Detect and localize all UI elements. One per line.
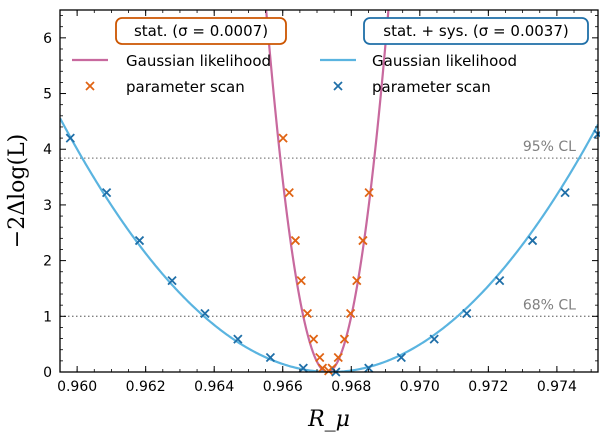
scan-point-0-0: [278, 133, 288, 143]
legend-entry-line-1: Gaussian likelihood: [372, 52, 517, 70]
x-tick-label-1: 0.962: [126, 379, 166, 395]
y-tick-label-4: 4: [43, 142, 52, 158]
scan-point-0-10: [333, 352, 343, 363]
y-tick-label-5: 5: [43, 87, 52, 103]
legend-entry-line-0: Gaussian likelihood: [126, 52, 271, 70]
scan-point-1-7: [298, 363, 308, 373]
y-axis-label: −2Δlog(L): [5, 134, 30, 248]
scan-point-1-15: [560, 188, 570, 198]
legend-title-box-0: [115, 17, 287, 45]
scan-point-1-10: [396, 352, 406, 363]
axes: 0.960 0.962 0.964 0.966 0.968 0.970 0.972 0.974…: [43, 9, 599, 395]
y-tick-label-3: 3: [43, 198, 52, 214]
scan-point-0-5: [308, 334, 319, 344]
curve-1: [60, 117, 598, 372]
y-tick-label-2: 2: [43, 254, 52, 270]
legend-0: stat. (σ = 0.0007) Gaussian likelihood par…: [72, 17, 287, 96]
x-tick-label-0: 0.960: [57, 379, 97, 395]
legends: stat. (σ = 0.0007) Gaussian likelihood par…: [72, 17, 589, 96]
legend-title-1: stat. + sys. (σ = 0.0037): [383, 22, 569, 40]
scan-point-0-7: [317, 363, 328, 373]
scan-point-0-15: [364, 188, 374, 198]
y-tick-label-6: 6: [43, 31, 52, 47]
x-tick-label-6: 0.972: [468, 379, 508, 395]
scan-point-0-14: [358, 235, 368, 246]
scan-point-1-14: [527, 235, 538, 246]
legend-1: stat. + sys. (σ = 0.0037) Gaussian likeli…: [320, 17, 589, 96]
scan-point-0-4: [302, 308, 313, 319]
y-tick-label-1: 1: [43, 309, 52, 325]
scan-point-0-11: [339, 334, 350, 344]
scan-point-1-12: [462, 308, 472, 319]
scan-point-1-2: [134, 235, 145, 246]
scan-point-1-11: [429, 334, 439, 344]
scan-point-1-1: [101, 188, 112, 198]
scan-point-0-6: [315, 352, 325, 363]
scan-point-1-13: [495, 276, 505, 286]
scan-point-1-4: [200, 308, 210, 319]
x-tick-label-7: 0.974: [537, 379, 577, 395]
scan-point-1-5: [233, 334, 243, 344]
x-axis-label: R_μ: [307, 407, 350, 432]
x-tick-label-5: 0.970: [400, 379, 440, 395]
scan-point-1-9: [364, 363, 374, 373]
scan-point-1-0: [65, 133, 75, 143]
scan-point-0-3: [296, 276, 306, 286]
legend-entry-scan-1: parameter scan: [372, 78, 491, 96]
scan-point-1-6: [265, 352, 276, 363]
cl-label-1: 68% CL: [523, 297, 576, 313]
scan-point-0-13: [352, 276, 362, 286]
scan-point-0-12: [345, 308, 356, 319]
x-tick-label-3: 0.966: [263, 379, 303, 395]
plot-frame: [59, 9, 599, 373]
scan-point-0-1: [284, 188, 294, 198]
scan-point-1-16: [593, 129, 600, 139]
reference-lines: 95% CL 68% CL: [60, 139, 598, 317]
y-tick-label-0: 0: [43, 365, 52, 381]
x-tick-label-2: 0.964: [194, 379, 234, 395]
scan-point-1-3: [167, 276, 177, 286]
scan-point-0-2: [290, 235, 301, 246]
scan-markers: [65, 129, 600, 377]
legend-title-0: stat. (σ = 0.0007): [134, 22, 268, 40]
legend-title-box-1: [363, 17, 589, 45]
legend-entry-scan-0: parameter scan: [126, 78, 245, 96]
cl-label-0: 95% CL: [523, 139, 576, 155]
x-tick-label-4: 0.968: [331, 379, 371, 395]
